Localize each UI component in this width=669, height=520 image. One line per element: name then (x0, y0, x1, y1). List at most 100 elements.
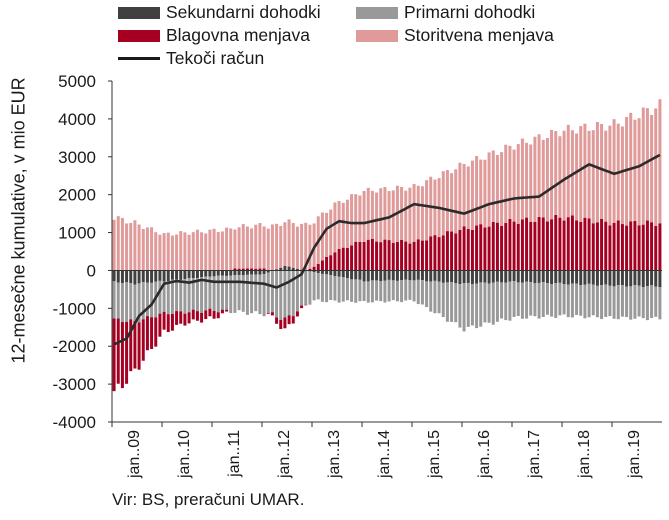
bar-blagovna-menjava (454, 233, 458, 271)
bar-primarni-dohodki (162, 281, 166, 312)
bar-blagovna-menjava (620, 224, 624, 271)
bar-sekundarni-dohodki (445, 270, 449, 283)
bar-sekundarni-dohodki (395, 270, 399, 281)
bar-primarni-dohodki (291, 270, 295, 317)
bar-sekundarni-dohodki (620, 270, 624, 286)
source-note: Vir: BS, preračuni UMAR. (112, 490, 305, 509)
bar-sekundarni-dohodki (208, 270, 212, 277)
bar-primarni-dohodki (562, 284, 566, 315)
bar-sekundarni-dohodki (362, 270, 366, 282)
bar-sekundarni-dohodki (254, 270, 258, 275)
bar-storitvena-menjava (308, 224, 312, 269)
bar-sekundarni-dohodki (491, 270, 495, 283)
bar-storitvena-menjava (179, 231, 183, 271)
bar-storitvena-menjava (283, 222, 287, 266)
bar-primarni-dohodki (129, 283, 133, 320)
bar-primarni-dohodki (350, 279, 354, 302)
bar-storitvena-menjava (554, 131, 558, 215)
bar-sekundarni-dohodki (650, 270, 654, 286)
bar-blagovna-menjava (545, 221, 549, 271)
bar-primarni-dohodki (541, 282, 545, 317)
bar-blagovna-menjava (366, 239, 370, 271)
bar-sekundarni-dohodki (195, 270, 199, 279)
bar-storitvena-menjava (300, 223, 304, 270)
bar-primarni-dohodki (554, 283, 558, 318)
bar-sekundarni-dohodki (220, 270, 224, 276)
bar-primarni-dohodki (125, 282, 129, 322)
x-tick-label: jan..17 (526, 430, 543, 479)
bar-storitvena-menjava (595, 122, 599, 223)
bar-primarni-dohodki (141, 282, 145, 320)
bar-primarni-dohodki (179, 279, 183, 312)
bar-primarni-dohodki (391, 280, 395, 301)
bar-sekundarni-dohodki (562, 270, 566, 285)
bar-blagovna-menjava (450, 231, 454, 271)
bar-primarni-dohodki (620, 285, 624, 317)
bar-sekundarni-dohodki (145, 270, 149, 283)
bar-storitvena-menjava (170, 235, 174, 271)
bar-sekundarni-dohodki (579, 270, 583, 286)
bar-sekundarni-dohodki (508, 270, 512, 282)
bar-primarni-dohodki (333, 276, 337, 301)
bar-blagovna-menjava (408, 243, 412, 271)
bar-storitvena-menjava (441, 171, 445, 236)
bar-blagovna-menjava (591, 223, 595, 271)
bar-primarni-dohodki (645, 286, 649, 321)
bar-primarni-dohodki (416, 279, 420, 305)
bar-storitvena-menjava (520, 138, 524, 220)
bar-storitvena-menjava (220, 231, 224, 271)
bar-primarni-dohodki (395, 280, 399, 302)
bar-blagovna-menjava (537, 216, 541, 271)
bar-sekundarni-dohodki (475, 270, 479, 284)
bar-storitvena-menjava (387, 191, 391, 241)
bar-blagovna-menjava (112, 318, 116, 392)
bar-storitvena-menjava (375, 192, 379, 242)
bar-primarni-dohodki (591, 284, 595, 316)
bar-primarni-dohodki (137, 283, 141, 323)
y-axis-label: 12-mesečne kumulative, v mio EUR (8, 77, 29, 364)
bar-sekundarni-dohodki (320, 270, 324, 274)
bar-sekundarni-dohodki (170, 270, 174, 280)
bar-blagovna-menjava (375, 241, 379, 271)
bar-storitvena-menjava (475, 155, 479, 226)
bar-primarni-dohodki (479, 282, 483, 327)
bar-storitvena-menjava (500, 152, 504, 226)
bar-primarni-dohodki (520, 282, 524, 319)
legend-label-primarni: Primarni dohodki (404, 2, 536, 22)
bar-primarni-dohodki (491, 282, 495, 325)
bar-blagovna-menjava (633, 220, 637, 271)
bar-primarni-dohodki (370, 280, 374, 303)
bar-primarni-dohodki (504, 282, 508, 321)
bar-primarni-dohodki (362, 281, 366, 302)
bar-storitvena-menjava (145, 227, 149, 271)
bar-sekundarni-dohodki (358, 270, 362, 280)
bar-storitvena-menjava (575, 133, 579, 221)
bar-storitvena-menjava (637, 118, 641, 226)
bar-blagovna-menjava (233, 268, 237, 271)
bar-sekundarni-dohodki (366, 270, 370, 282)
bar-primarni-dohodki (475, 283, 479, 329)
bar-storitvena-menjava (483, 159, 487, 228)
bar-blagovna-menjava (145, 316, 149, 351)
bar-storitvena-menjava (404, 190, 408, 242)
bar-primarni-dohodki (345, 278, 349, 301)
bar-sekundarni-dohodki (658, 270, 662, 288)
y-tick-label: -4000 (53, 413, 96, 432)
bar-storitvena-menjava (325, 212, 329, 257)
bar-sekundarni-dohodki (570, 270, 574, 284)
bar-blagovna-menjava (616, 220, 620, 271)
bar-sekundarni-dohodki (408, 270, 412, 281)
bar-blagovna-menjava (200, 312, 204, 323)
bar-sekundarni-dohodki (595, 270, 599, 286)
bar-storitvena-menjava (370, 190, 374, 239)
bar-sekundarni-dohodki (433, 270, 437, 281)
bar-sekundarni-dohodki (458, 270, 462, 285)
bar-primarni-dohodki (354, 279, 358, 303)
bar-primarni-dohodki (295, 270, 299, 312)
legend-label-blagovna: Blagovna menjava (166, 25, 310, 45)
bar-storitvena-menjava (566, 124, 570, 218)
bar-blagovna-menjava (250, 268, 254, 271)
bar-blagovna-menjava (520, 219, 524, 271)
bar-blagovna-menjava (191, 309, 195, 320)
bar-sekundarni-dohodki (183, 270, 187, 280)
